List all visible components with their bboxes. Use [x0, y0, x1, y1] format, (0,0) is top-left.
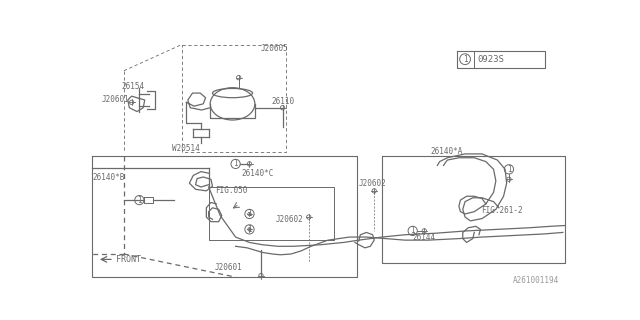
Text: A261001194: A261001194 [513, 276, 559, 285]
Text: 1: 1 [410, 227, 415, 236]
Text: 26140*A: 26140*A [431, 147, 463, 156]
Text: J20602: J20602 [359, 179, 387, 188]
Text: J20601: J20601 [102, 95, 129, 105]
Text: W20514: W20514 [172, 144, 200, 153]
Text: 1: 1 [234, 159, 238, 168]
Text: 26110: 26110 [272, 97, 295, 106]
Text: 26144: 26144 [413, 233, 436, 242]
Text: 1: 1 [507, 165, 511, 174]
Text: 26140*B: 26140*B [92, 172, 125, 181]
Text: J20602: J20602 [276, 215, 303, 224]
Text: 1: 1 [463, 55, 467, 64]
Text: FIG.050: FIG.050 [215, 186, 247, 195]
Text: 26140*C: 26140*C [241, 169, 273, 179]
Text: 1: 1 [247, 225, 252, 234]
Text: 1: 1 [247, 210, 252, 219]
Text: J20605: J20605 [261, 44, 289, 53]
Text: J20601: J20601 [215, 263, 243, 272]
Text: 0923S: 0923S [477, 55, 504, 64]
Text: 1: 1 [137, 196, 141, 204]
Text: FIG.261-2: FIG.261-2 [481, 206, 523, 215]
Text: FRONT: FRONT [116, 255, 141, 264]
Text: 26154: 26154 [122, 82, 145, 91]
